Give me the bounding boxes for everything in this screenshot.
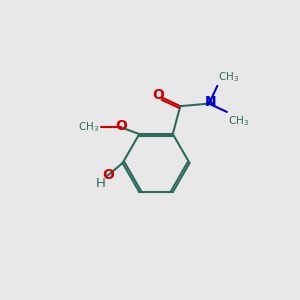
Text: CH$_3$: CH$_3$ [218,70,240,84]
Text: O: O [116,119,128,133]
Text: O: O [152,88,164,102]
Text: CH$_3$: CH$_3$ [228,114,249,128]
Text: H: H [96,177,106,190]
Text: N: N [204,95,216,110]
Text: CH$_3$: CH$_3$ [78,120,99,134]
Text: O: O [103,167,115,182]
